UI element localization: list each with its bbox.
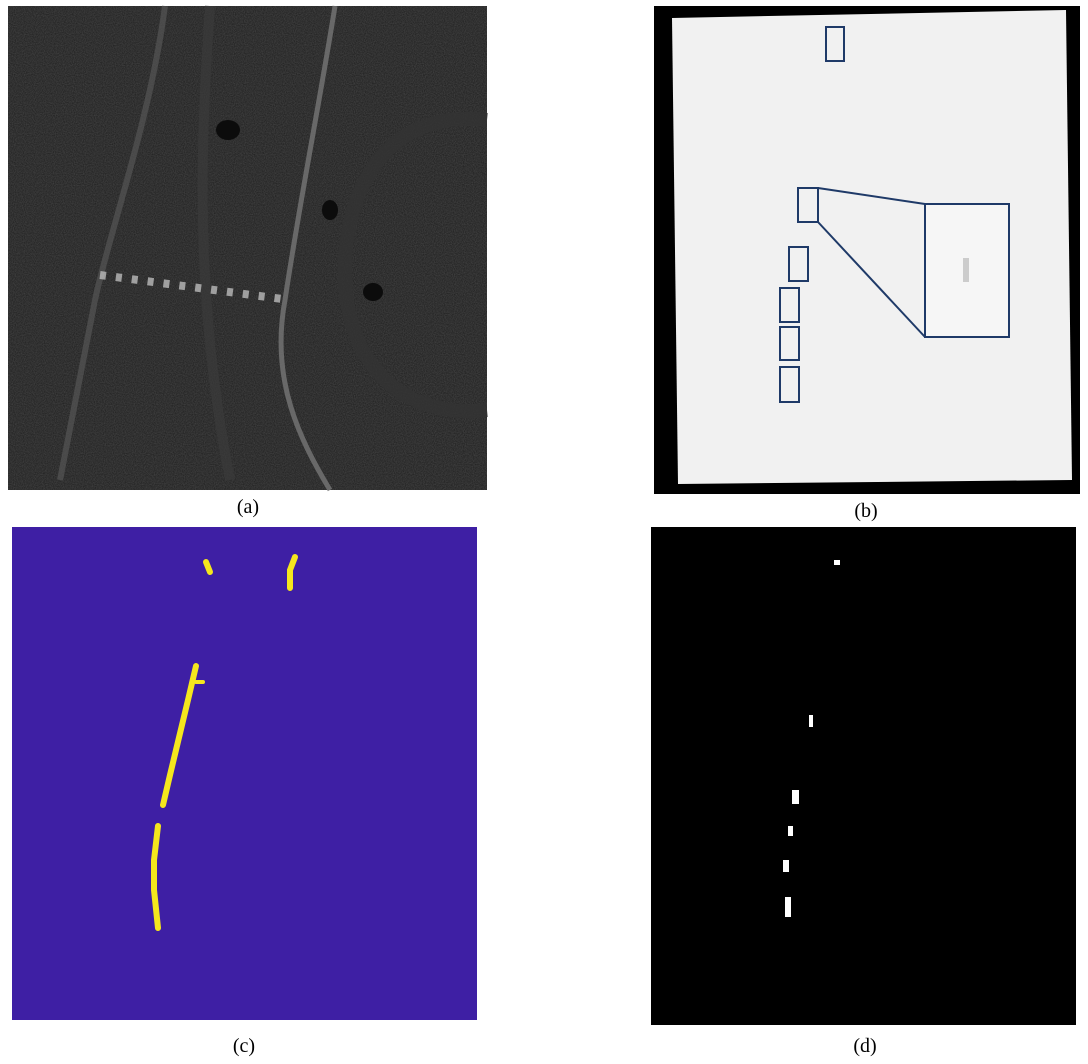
detected-blob (788, 826, 793, 836)
caption: (b) (854, 500, 877, 522)
figure: (a) (b) (c) (0, 0, 1088, 1064)
caption: (a) (237, 496, 259, 518)
segment (206, 562, 210, 572)
detected-blob (792, 790, 799, 804)
dark-spot (363, 283, 383, 301)
dark-spot (322, 200, 338, 220)
segmentation-map (12, 527, 477, 1020)
caption: (d) (853, 1035, 876, 1057)
detected-blob (785, 897, 791, 917)
panel-a (8, 6, 487, 490)
panel-d (651, 527, 1076, 1025)
zoomed-target (963, 258, 969, 282)
dark-spot (216, 120, 240, 140)
detected-blob (834, 560, 840, 565)
caption: (c) (233, 1035, 255, 1057)
binary-map (651, 527, 1076, 1025)
image (672, 10, 1072, 484)
page: (a) (b) (c) (0, 0, 1088, 1064)
panel-c (12, 527, 477, 1020)
panel-b (654, 6, 1080, 494)
image-grain (8, 6, 487, 490)
detected-blob (783, 860, 789, 872)
detected-blob (809, 715, 813, 727)
